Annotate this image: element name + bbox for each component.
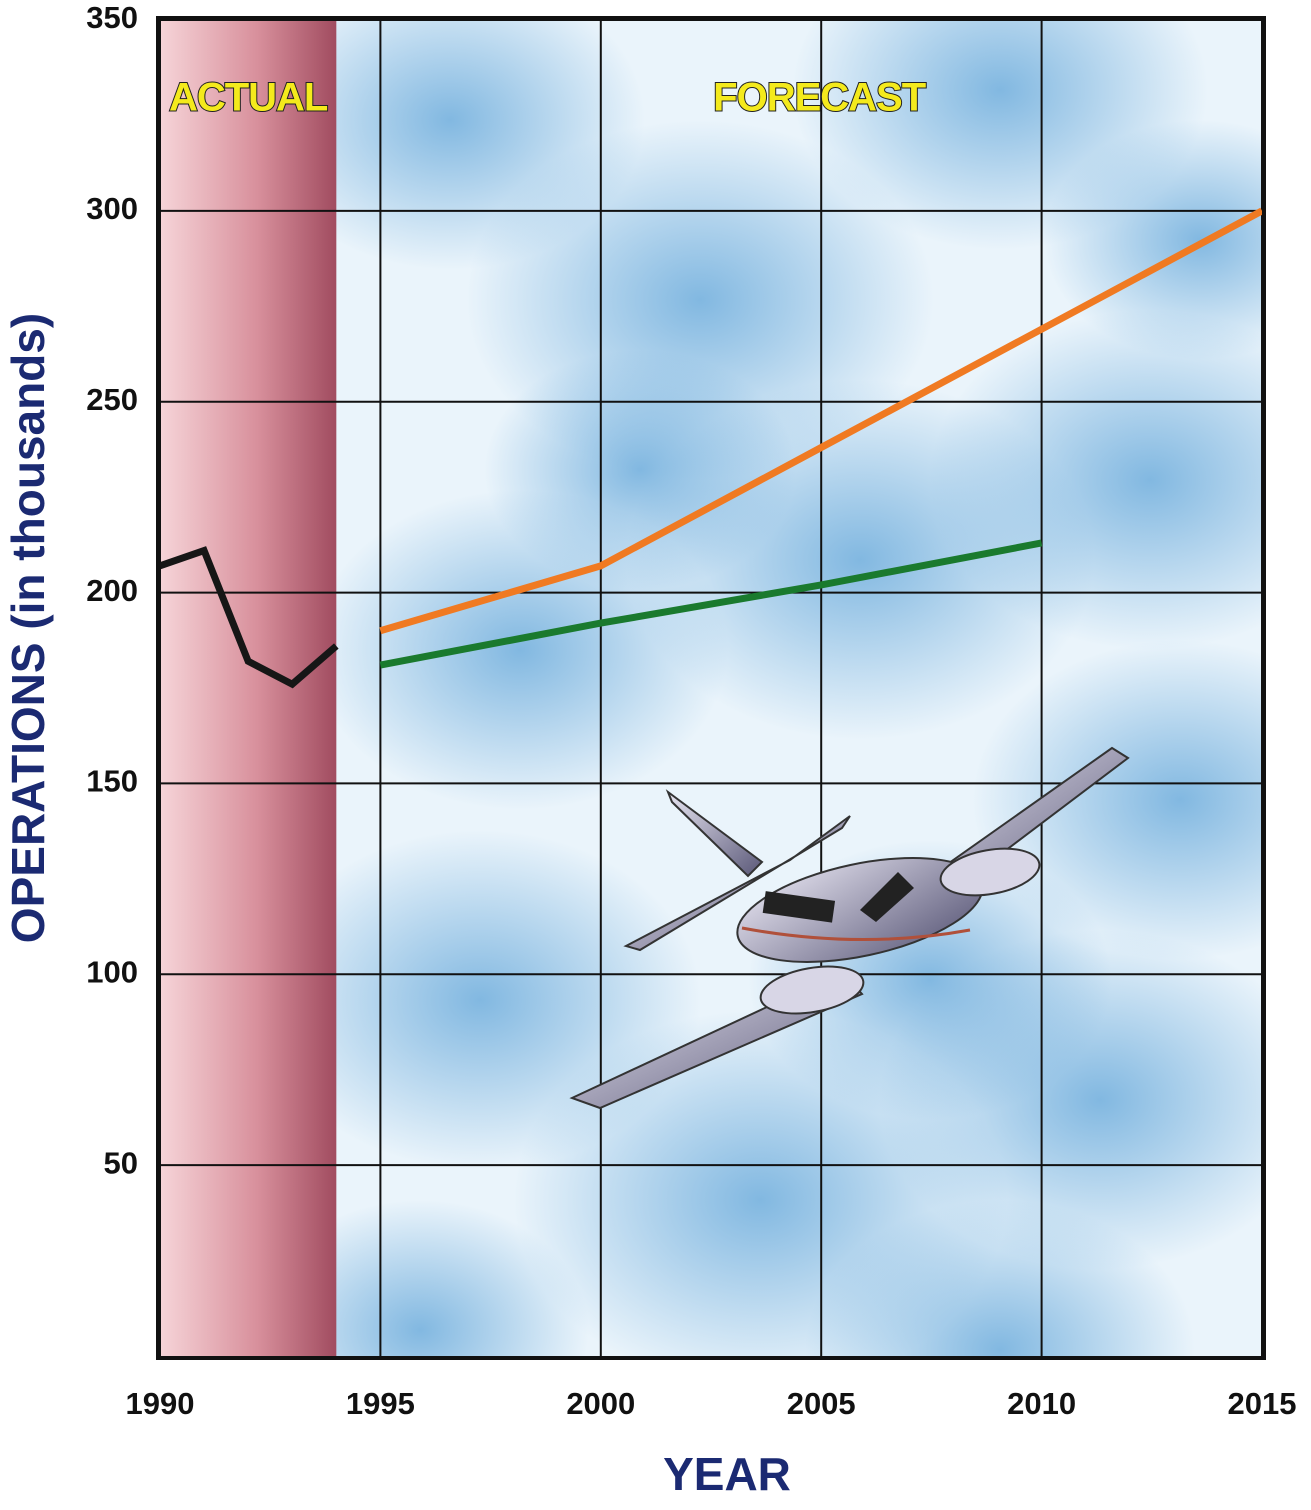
x-tick-label: 1995 <box>346 1386 415 1421</box>
annotation: FORECAST <box>713 76 926 120</box>
y-tick-label: 300 <box>86 191 138 226</box>
y-tick-label: 100 <box>86 954 138 989</box>
y-tick-label: 200 <box>86 573 138 608</box>
y-tick-label: 250 <box>86 382 138 417</box>
cloud <box>484 350 796 590</box>
annotation: ACTUAL <box>169 76 328 120</box>
x-tick-label: 2010 <box>1007 1386 1076 1421</box>
plot-background <box>160 0 1311 1500</box>
x-tick-label: 2015 <box>1228 1386 1297 1421</box>
y-tick-label: 150 <box>86 764 138 799</box>
x-tick-label: 2000 <box>566 1386 635 1421</box>
x-tick-label: 1990 <box>126 1386 195 1421</box>
chart: YEAR OPERATIONS (in thousands) ACTUAL FOR… <box>0 0 1311 1505</box>
y-tick-label: 350 <box>86 0 138 35</box>
actual-period-shading <box>160 20 336 1356</box>
y-axis-title: OPERATIONS (in thousands) <box>2 313 54 943</box>
x-axis-title: YEAR <box>663 1448 791 1500</box>
x-tick-label: 2005 <box>787 1386 856 1421</box>
cloud <box>805 1200 1195 1500</box>
page: {"chart_data": { "type": "line", "x_labe… <box>0 0 1311 1505</box>
y-tick-label: 50 <box>104 1145 138 1180</box>
